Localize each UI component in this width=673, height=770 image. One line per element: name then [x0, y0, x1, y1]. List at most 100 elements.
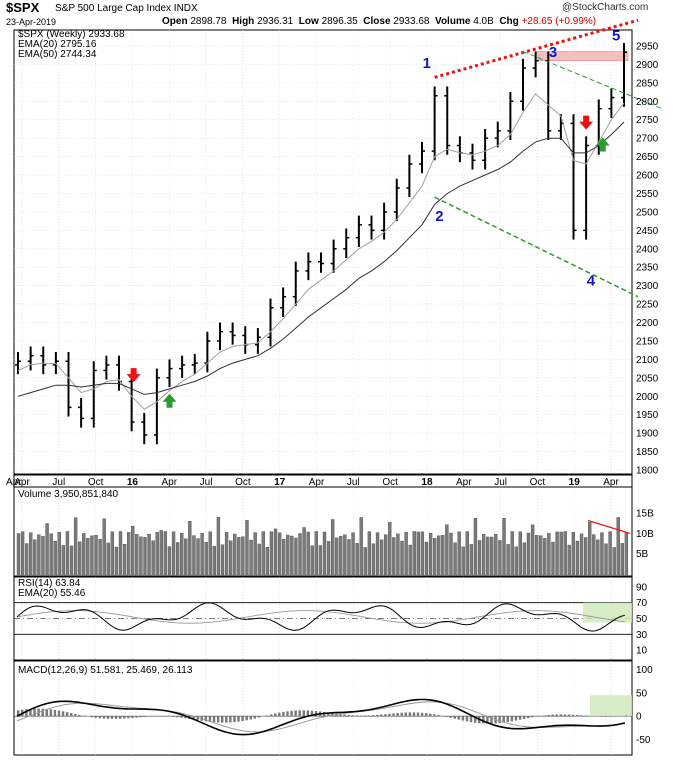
- volume-bar: [575, 540, 580, 577]
- volume-bar: [37, 534, 41, 577]
- volume-bar: [559, 531, 563, 577]
- symbol-name: S&P 500 Large Cap Index INDX: [55, 3, 198, 14]
- macd-histogram-bar: [139, 716, 142, 718]
- volume-bar: [127, 532, 131, 577]
- macd-histogram-bar: [265, 715, 269, 717]
- volume-trendline: [587, 519, 631, 535]
- chart-header: $SPX S&P 500 Large Cap Index INDX 23-Apr…: [0, 0, 673, 30]
- date-tick-label: 19: [569, 477, 581, 488]
- volume-bar: [351, 532, 355, 577]
- volume-bar: [86, 538, 90, 577]
- volume-bar: [269, 531, 274, 577]
- date-tick-label-left: Apr: [6, 477, 22, 488]
- volume-bar: [159, 530, 163, 577]
- macd-histogram-bar: [269, 714, 273, 717]
- price-tick-label: 2800: [636, 97, 659, 108]
- volume-tick-label: 10B: [636, 529, 654, 540]
- price-tick-label: 2650: [636, 152, 659, 163]
- volume-bar: [245, 520, 249, 577]
- macd-histogram-bar: [314, 710, 318, 717]
- macd-histogram-bar: [216, 716, 220, 723]
- price-tick-label: 2700: [636, 134, 659, 145]
- macd-histogram-bar: [355, 715, 359, 717]
- symbol-title: $SPX: [6, 0, 40, 15]
- volume-bar: [314, 531, 318, 577]
- date-tick-label: Jul: [347, 477, 360, 488]
- volume-bar: [563, 531, 567, 577]
- volume-bar: [465, 531, 469, 577]
- arrow-up-icon: [595, 137, 610, 152]
- macd-histogram-bar: [106, 716, 110, 719]
- ema50-legend: EMA(50) 2744.34: [18, 49, 97, 60]
- macd-histogram-bar: [367, 715, 371, 717]
- macd-histogram-bar: [282, 711, 285, 717]
- high-label: High: [232, 16, 255, 27]
- volume-bar: [139, 536, 143, 577]
- rsi-line: [16, 602, 626, 632]
- volume-bar: [175, 542, 180, 577]
- volume-bar: [318, 545, 323, 577]
- volume-bar: [98, 538, 102, 577]
- macd-histogram-bar: [416, 712, 420, 717]
- macd-histogram-bar: [290, 710, 293, 717]
- volume-bar: [237, 537, 241, 577]
- volume-bar: [457, 531, 461, 577]
- volume-bar: [229, 540, 233, 577]
- volume-bar: [33, 539, 37, 577]
- volume-bar: [216, 517, 221, 577]
- volume-bar: [273, 528, 278, 577]
- volume-bar: [49, 533, 53, 577]
- price-tick-label: 2750: [636, 115, 659, 126]
- volume-bar: [359, 517, 363, 577]
- macd-histogram-bar: [327, 712, 330, 717]
- ema50-line: [17, 121, 625, 397]
- macd-histogram-bar: [580, 715, 583, 717]
- wave-label: 4: [587, 273, 596, 290]
- volume-bar: [143, 536, 147, 577]
- macd-histogram-bar: [392, 713, 395, 717]
- volume-bar: [220, 544, 225, 577]
- macd-histogram-bar: [522, 716, 526, 719]
- volume-bar: [302, 527, 306, 577]
- volume-bar: [481, 534, 486, 577]
- macd-histogram-bar: [563, 714, 567, 717]
- price-tick-label: 2350: [636, 263, 659, 274]
- volume-bar: [147, 533, 151, 577]
- macd-histogram-bar: [172, 716, 175, 717]
- macd-histogram-bar: [429, 713, 432, 717]
- macd-histogram-bar: [514, 716, 518, 721]
- date-tick-label: Apr: [603, 477, 619, 488]
- macd-histogram-bar: [449, 716, 452, 718]
- volume-tick-label: 15B: [636, 509, 654, 520]
- macd-histogram-bar: [65, 712, 69, 717]
- volume-bar: [102, 518, 106, 577]
- volume-bar: [551, 541, 555, 577]
- macd-histogram-bar: [559, 714, 563, 717]
- arrow-down-icon: [126, 368, 141, 383]
- ema20-legend: EMA(20) 2795.16: [18, 39, 97, 50]
- volume-bar: [477, 540, 482, 577]
- macd-histogram-bar: [212, 716, 216, 723]
- volume-bar: [290, 535, 294, 577]
- macd-histogram-bar: [343, 714, 346, 717]
- price-tick-label: 2200: [636, 318, 659, 329]
- volume-bar: [163, 531, 168, 577]
- macd-histogram-bar: [286, 711, 289, 717]
- macd-histogram-bar: [339, 714, 342, 717]
- volume-bar: [90, 535, 94, 577]
- macd-histogram-bar: [486, 716, 489, 724]
- macd-histogram-bar: [306, 710, 310, 717]
- volume-bar: [506, 544, 510, 577]
- low-value: 2896.35: [321, 16, 358, 27]
- macd-histogram-bar: [473, 716, 477, 723]
- chg-value: +28.65 (+0.99%): [521, 16, 597, 27]
- macd-histogram-bar: [425, 713, 428, 717]
- volume-bar: [433, 538, 437, 577]
- volume-bar: [494, 534, 498, 577]
- price-tick-label: 2450: [636, 226, 659, 237]
- macd-histogram-bar: [302, 710, 305, 717]
- macd-histogram-bar: [575, 715, 579, 717]
- macd-histogram-bar: [388, 713, 391, 717]
- volume-bar: [294, 537, 298, 577]
- price-tick-label: 2950: [636, 42, 659, 53]
